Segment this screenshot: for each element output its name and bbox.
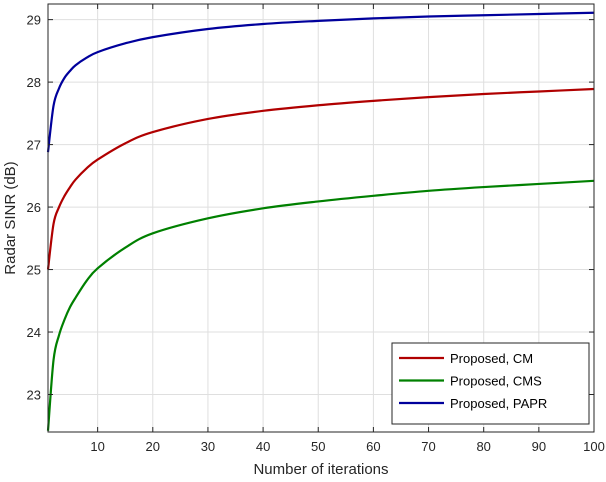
- series-line-2: [46, 11, 595, 153]
- x-tick-label: 70: [421, 439, 435, 454]
- series-group: [46, 11, 595, 431]
- x-tick-label: 90: [532, 439, 546, 454]
- legend-label: Proposed, CMS: [450, 374, 542, 389]
- x-tick-label: 10: [90, 439, 104, 454]
- y-tick-label: 25: [27, 263, 41, 278]
- y-tick-label: 23: [27, 388, 41, 403]
- x-tick-label: 50: [311, 439, 325, 454]
- x-tick-label: 40: [256, 439, 270, 454]
- x-tick-label: 80: [476, 439, 490, 454]
- legend: Proposed, CM Proposed, CMS Proposed, PAPR: [391, 342, 590, 425]
- y-tick-label: 24: [27, 325, 41, 340]
- legend-label: Proposed, CM: [450, 351, 533, 366]
- y-tick-label: 26: [27, 200, 41, 215]
- legend-label: Proposed, PAPR: [450, 396, 547, 411]
- y-tick-label: 29: [27, 13, 41, 28]
- plot-frame: [47, 3, 595, 433]
- y-tick-label: 27: [27, 138, 41, 153]
- x-axis-label: Number of iterations: [253, 461, 388, 478]
- x-tick-label: 20: [146, 439, 160, 454]
- x-tick-label: 30: [201, 439, 215, 454]
- ticks: 10 20 30 40 50 60 70 80 90 100 23 24 25 26 27 28 29: [27, 4, 605, 454]
- x-tick-label: 60: [366, 439, 380, 454]
- grid: [48, 4, 595, 432]
- series-line-1: [46, 179, 595, 431]
- y-tick-label: 28: [27, 75, 41, 90]
- series-line-0: [46, 87, 595, 270]
- y-axis-label: Radar SINR (dB): [2, 161, 19, 274]
- legend-box: [391, 342, 590, 425]
- x-tick-label: 100: [583, 439, 605, 454]
